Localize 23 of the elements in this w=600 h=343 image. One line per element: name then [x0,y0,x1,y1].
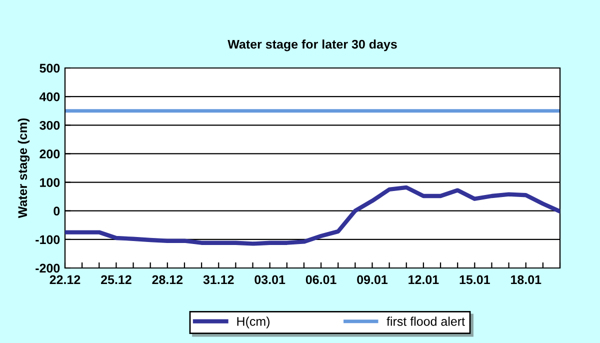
y-tick-label: 100 [40,178,60,187]
y-tick-label: -200 [36,264,60,273]
y-tick-label: -100 [36,235,60,244]
y-axis-title: Water stage (cm) [18,118,30,218]
x-tick-label: 22.12 [50,275,80,284]
x-tick-label: 12.01 [408,275,439,284]
y-tick-label: 300 [40,120,60,130]
x-tick-label: 06.01 [306,275,336,284]
chart-title: Water stage for later 30 days [228,39,397,52]
y-tick-label: 0 [54,206,60,216]
x-tick-label: 31.12 [203,275,234,284]
y-tick-label: 500 [40,64,60,73]
x-tick-label: 18.01 [511,275,542,284]
legend-label: H(cm) [237,316,270,328]
line-series [65,185,560,246]
x-tick-label: 09.01 [357,275,388,284]
y-tick-label: 400 [39,92,60,102]
x-tick-label: 28.12 [152,275,183,284]
legend-label: first flood alert [386,316,465,326]
x-tick-label: 15.01 [460,275,490,284]
x-tick-label: 25.12 [101,275,132,284]
x-tick-label: 03.01 [254,275,286,284]
y-tick-label: 200 [40,150,60,158]
